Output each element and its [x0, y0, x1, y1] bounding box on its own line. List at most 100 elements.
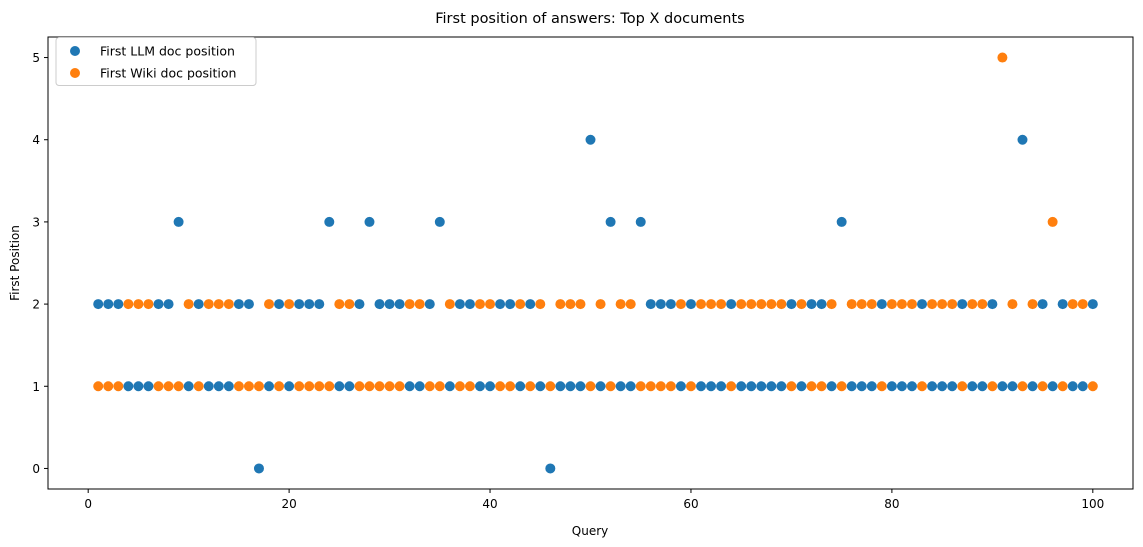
- llm-point: [696, 381, 707, 392]
- llm-point: [846, 381, 857, 392]
- legend-frame: [55, 37, 257, 86]
- chart-title: First position of answers: Top X documen…: [435, 11, 745, 27]
- llm-point: [1027, 381, 1038, 392]
- llm-point: [515, 381, 526, 392]
- llm-point: [424, 299, 435, 310]
- y-tick-label: 5: [32, 51, 40, 65]
- llm-point: [836, 216, 847, 227]
- wiki-point: [173, 381, 184, 392]
- wiki-point: [876, 381, 887, 392]
- llm-point: [535, 381, 546, 392]
- wiki-point: [304, 381, 315, 392]
- wiki-point: [615, 299, 626, 310]
- wiki-point: [776, 299, 787, 310]
- wiki-point: [515, 299, 526, 310]
- wiki-point: [635, 381, 646, 392]
- wiki-point: [354, 381, 365, 392]
- llm-point: [474, 381, 485, 392]
- wiki-point: [997, 52, 1008, 63]
- x-tick-label: 80: [884, 497, 899, 511]
- llm-point: [826, 381, 837, 392]
- x-axis-label: Query: [572, 524, 608, 538]
- llm-point: [374, 299, 385, 310]
- wiki-point: [143, 299, 154, 310]
- wiki-point: [133, 299, 144, 310]
- wiki-point: [253, 381, 264, 392]
- llm-point: [123, 381, 134, 392]
- wiki-point: [424, 381, 435, 392]
- wiki-point: [796, 299, 807, 310]
- llm-point: [243, 299, 254, 310]
- wiki-point: [967, 299, 978, 310]
- wiki-point: [314, 381, 325, 392]
- wiki-point: [1047, 216, 1058, 227]
- llm-point: [947, 381, 958, 392]
- wiki-point: [917, 381, 928, 392]
- wiki-point: [414, 299, 425, 310]
- llm-point: [193, 299, 204, 310]
- llm-point: [93, 299, 104, 310]
- wiki-point: [1037, 381, 1048, 392]
- wiki-point: [284, 299, 295, 310]
- llm-point: [776, 381, 787, 392]
- llm-point: [364, 216, 375, 227]
- llm-point: [525, 299, 536, 310]
- llm-point: [404, 381, 415, 392]
- x-tick-label: 0: [84, 497, 92, 511]
- llm-point: [495, 299, 506, 310]
- llm-point: [896, 381, 907, 392]
- wiki-point: [1067, 299, 1078, 310]
- wiki-point: [364, 381, 375, 392]
- llm-point: [806, 299, 817, 310]
- wiki-point: [123, 299, 134, 310]
- llm-point: [1047, 381, 1058, 392]
- wiki-point: [645, 381, 656, 392]
- y-tick-label: 3: [32, 215, 40, 229]
- wiki-point: [746, 299, 757, 310]
- wiki-point: [93, 381, 104, 392]
- llm-point: [274, 299, 285, 310]
- llm-point: [454, 299, 465, 310]
- llm-point: [816, 299, 827, 310]
- llm-point: [1057, 299, 1068, 310]
- llm-point: [927, 381, 938, 392]
- series-llm: [93, 134, 1098, 474]
- wiki-point: [103, 381, 114, 392]
- wiki-point: [193, 381, 204, 392]
- legend-label-wiki: First Wiki doc position: [100, 66, 236, 81]
- wiki-point: [545, 381, 556, 392]
- x-tick-label: 60: [683, 497, 698, 511]
- llm-point: [937, 381, 948, 392]
- wiki-point: [113, 381, 124, 392]
- llm-point: [394, 299, 405, 310]
- llm-point: [645, 299, 656, 310]
- llm-point: [143, 381, 154, 392]
- llm-point: [334, 381, 345, 392]
- wiki-point: [846, 299, 857, 310]
- wiki-point: [434, 381, 445, 392]
- wiki-point: [223, 299, 234, 310]
- wiki-point: [957, 381, 968, 392]
- llm-point: [1087, 299, 1098, 310]
- x-tick-label: 40: [482, 497, 497, 511]
- wiki-point: [153, 381, 164, 392]
- llm-point: [886, 381, 897, 392]
- wiki-point: [665, 381, 676, 392]
- wiki-point: [816, 381, 827, 392]
- wiki-point: [896, 299, 907, 310]
- wiki-point: [334, 299, 345, 310]
- data-points: [93, 52, 1098, 474]
- wiki-point: [987, 381, 998, 392]
- llm-point: [595, 381, 606, 392]
- axis-ticks: 0 20 40 60 80 100 0 1 2 3 4 5: [32, 51, 1104, 511]
- wiki-point: [947, 299, 958, 310]
- wiki-point: [1087, 381, 1098, 392]
- wiki-point: [374, 381, 385, 392]
- llm-point: [233, 299, 244, 310]
- legend-marker-llm: [70, 46, 80, 56]
- llm-point: [444, 381, 455, 392]
- llm-point: [736, 381, 747, 392]
- wiki-point: [294, 381, 305, 392]
- wiki-point: [927, 299, 938, 310]
